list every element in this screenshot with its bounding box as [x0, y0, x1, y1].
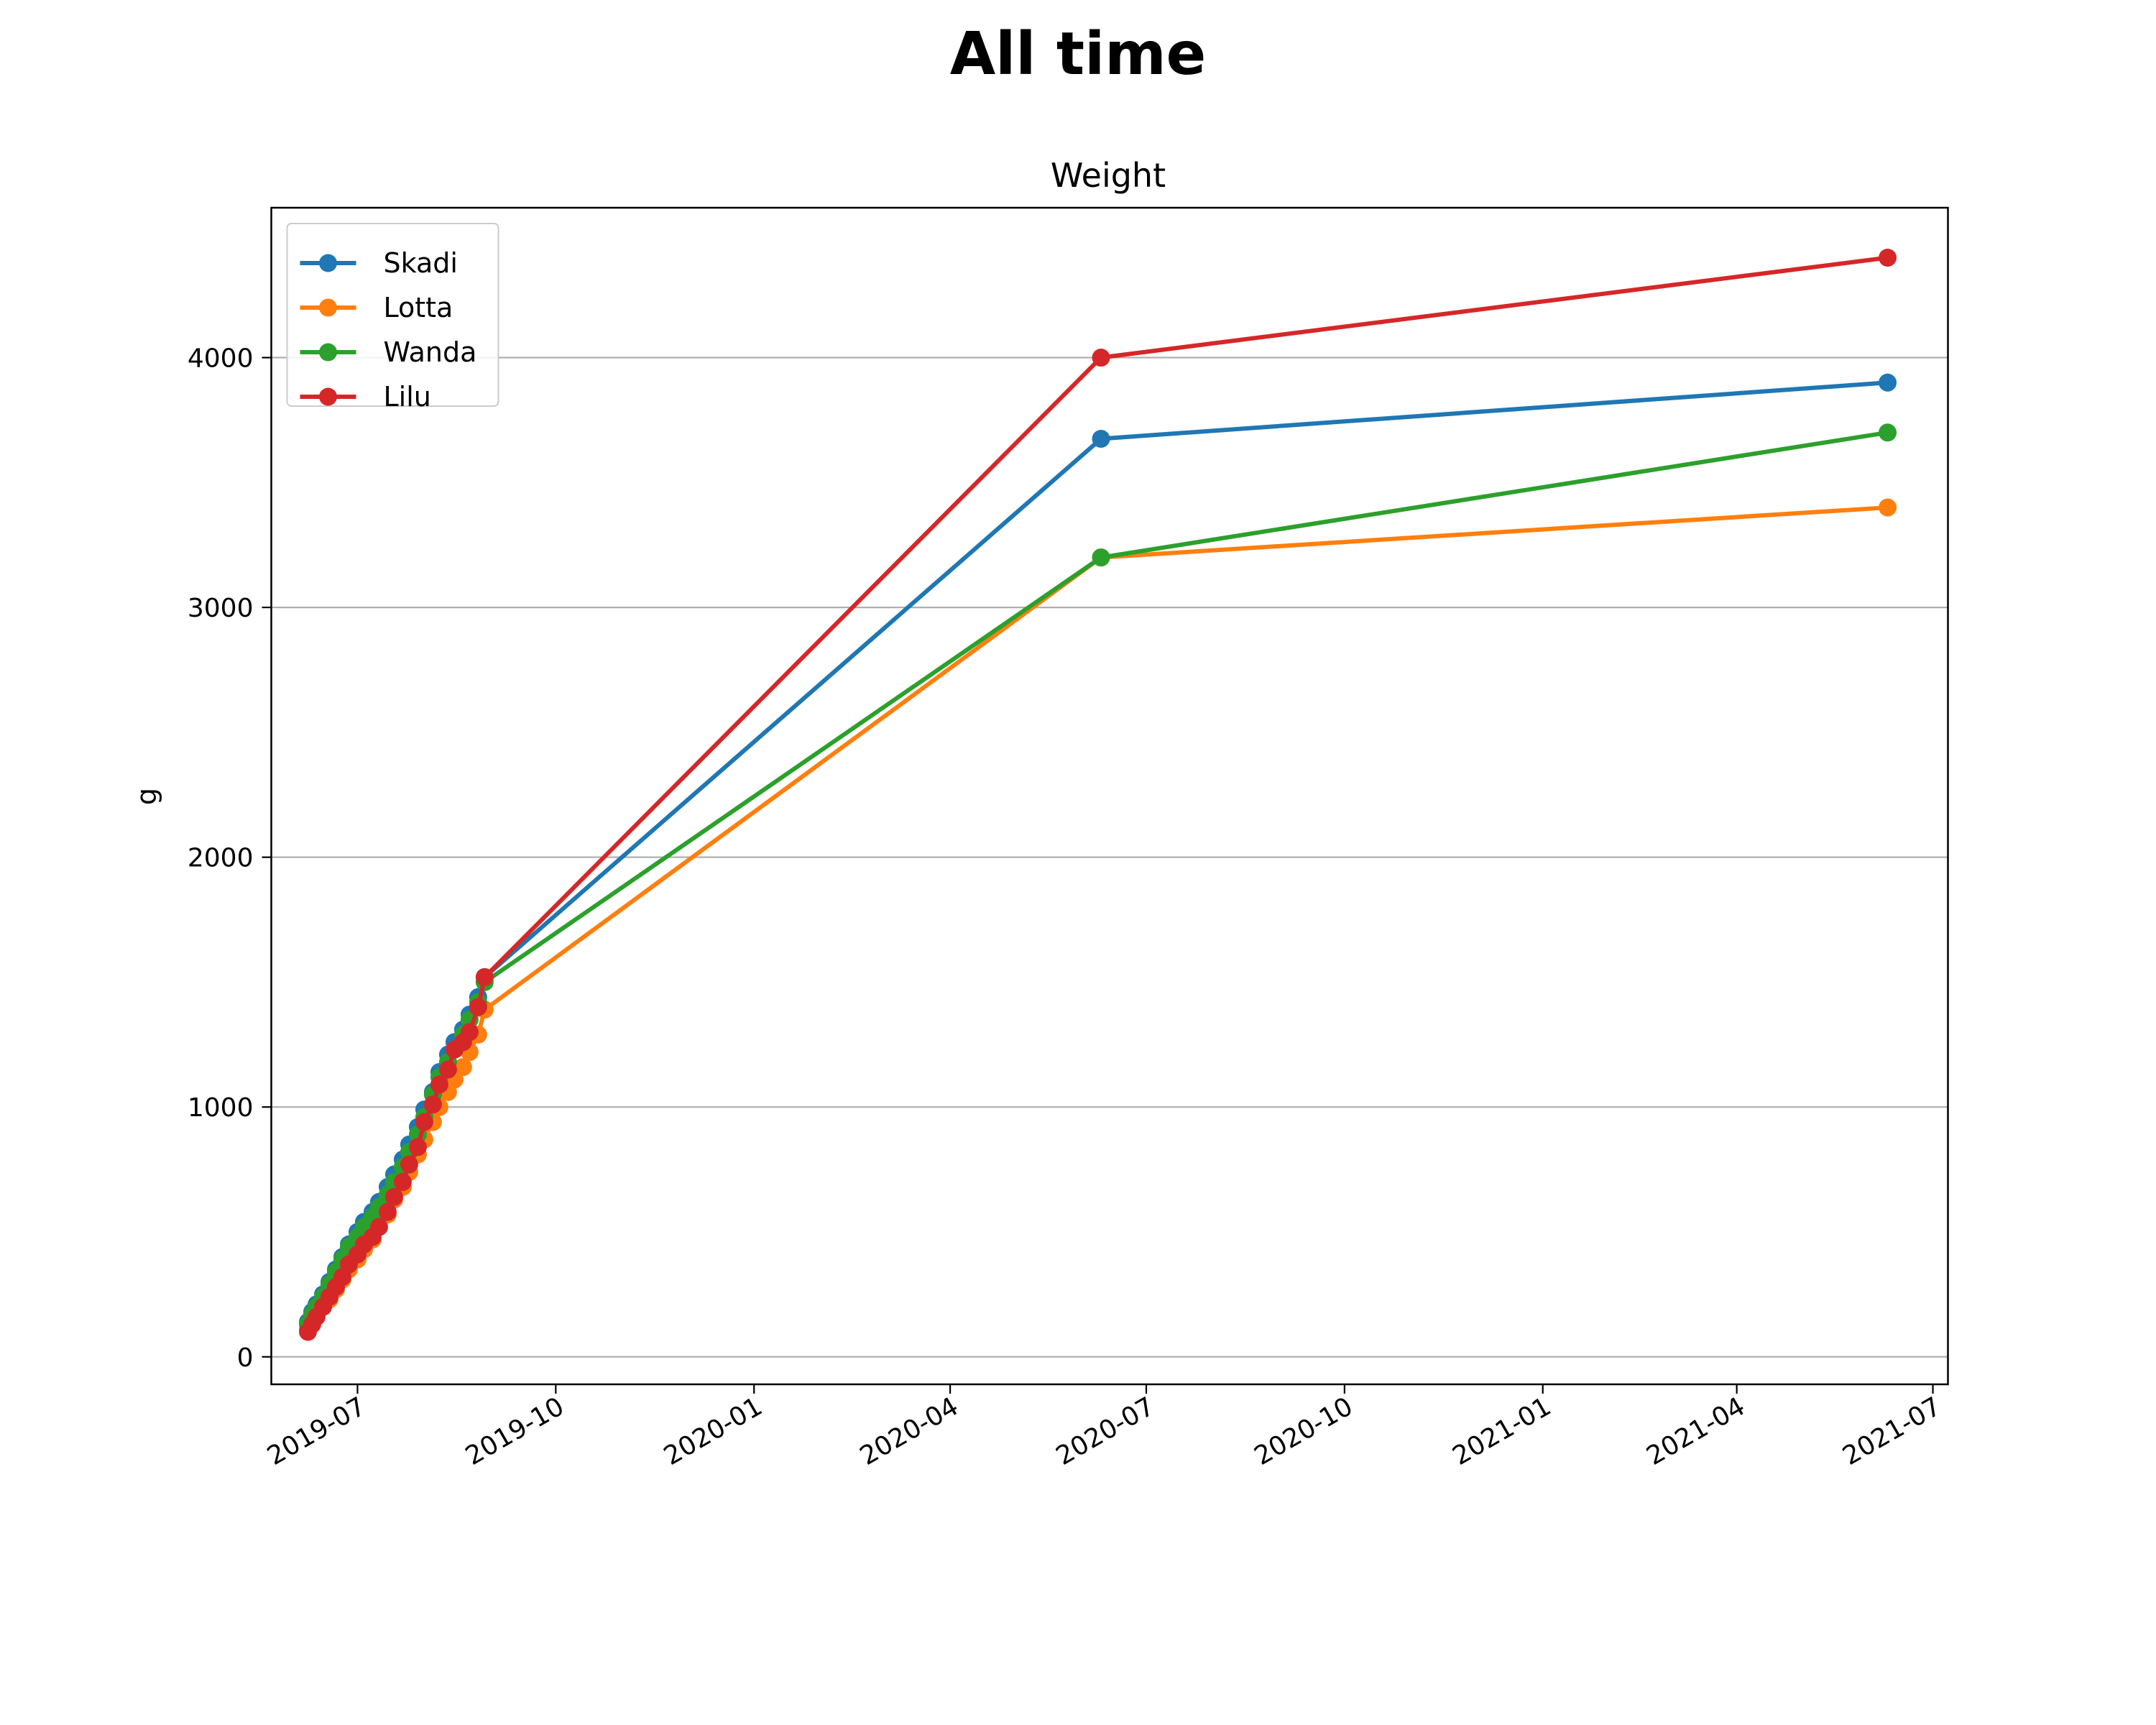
y-axis-label: g [131, 788, 162, 805]
legend-marker-lotta [319, 298, 337, 317]
legend-item-lilu: Lilu [300, 381, 431, 413]
data-point-lilu [384, 1187, 403, 1206]
x-tick-label: 2020-01 [659, 1392, 768, 1471]
plot-frame [270, 206, 1949, 1386]
legend-item-lotta: Lotta [300, 292, 453, 323]
x-tick-label: 2019-07 [262, 1392, 371, 1471]
x-tick-label: 2019-10 [461, 1392, 569, 1471]
gridlines [271, 356, 1948, 1358]
data-point-lilu [1879, 249, 1897, 267]
x-tick-label: 2021-07 [1838, 1392, 1946, 1471]
data-point-lilu [415, 1113, 433, 1131]
data-point-lilu [369, 1218, 388, 1236]
data-point-wanda [1879, 423, 1897, 442]
legend-label-skadi: Skadi [384, 247, 458, 279]
legend-item-skadi: Skadi [300, 247, 458, 279]
x-tick-label: 2020-07 [1051, 1392, 1160, 1471]
x-tick-label: 2021-01 [1447, 1392, 1556, 1471]
data-point-skadi [1879, 373, 1897, 392]
y-tick-label: 1000 [188, 1093, 254, 1123]
legend-marker-lilu [319, 387, 337, 406]
series-wanda [298, 423, 1897, 1334]
legend-marker-wanda [319, 343, 337, 362]
legend: Skadi Lotta Wanda Lilu [286, 223, 499, 413]
y-tick-label: 0 [237, 1343, 254, 1373]
legend-item-wanda: Wanda [300, 336, 477, 368]
data-point-lilu [430, 1075, 448, 1094]
series-lilu [298, 249, 1897, 1341]
y-axis: 0 1000 2000 3000 4000 [188, 344, 272, 1373]
legend-marker-skadi [319, 254, 337, 272]
data-point-wanda [1092, 548, 1110, 567]
y-tick-label: 4000 [188, 344, 254, 374]
data-point-lilu [475, 967, 494, 986]
plot-area [298, 249, 1897, 1341]
data-point-lotta [1879, 498, 1897, 517]
series-line-lilu [305, 255, 1890, 1334]
data-point-lilu [423, 1095, 442, 1114]
legend-label-wanda: Wanda [384, 336, 477, 368]
y-tick-label: 2000 [188, 844, 254, 873]
x-tick-label: 2020-04 [855, 1392, 964, 1471]
legend-box [286, 223, 499, 407]
data-point-skadi [1092, 429, 1110, 448]
chart-title: Weight [1051, 156, 1166, 195]
series-skadi [298, 373, 1897, 1331]
page-title: All time [949, 20, 1207, 88]
data-point-lotta [453, 1058, 472, 1077]
data-point-lilu [460, 1023, 479, 1041]
data-point-lilu [378, 1202, 397, 1221]
series-line-wanda [305, 430, 1890, 1327]
legend-label-lotta: Lotta [384, 292, 453, 323]
data-point-lilu [408, 1138, 427, 1156]
x-axis: 2019-07 2019-10 2020-01 2020-04 2020-07 2020-… [262, 1384, 1946, 1471]
data-point-lilu [1092, 349, 1110, 367]
data-point-lilu [400, 1155, 418, 1174]
data-point-lilu [469, 998, 487, 1016]
legend-label-lilu: Lilu [384, 381, 431, 413]
data-point-lilu [393, 1172, 412, 1191]
data-point-lilu [438, 1060, 457, 1079]
x-tick-label: 2020-10 [1250, 1392, 1358, 1471]
series-lotta [298, 498, 1897, 1339]
y-tick-label: 3000 [188, 594, 254, 623]
x-tick-label: 2021-04 [1641, 1392, 1750, 1471]
